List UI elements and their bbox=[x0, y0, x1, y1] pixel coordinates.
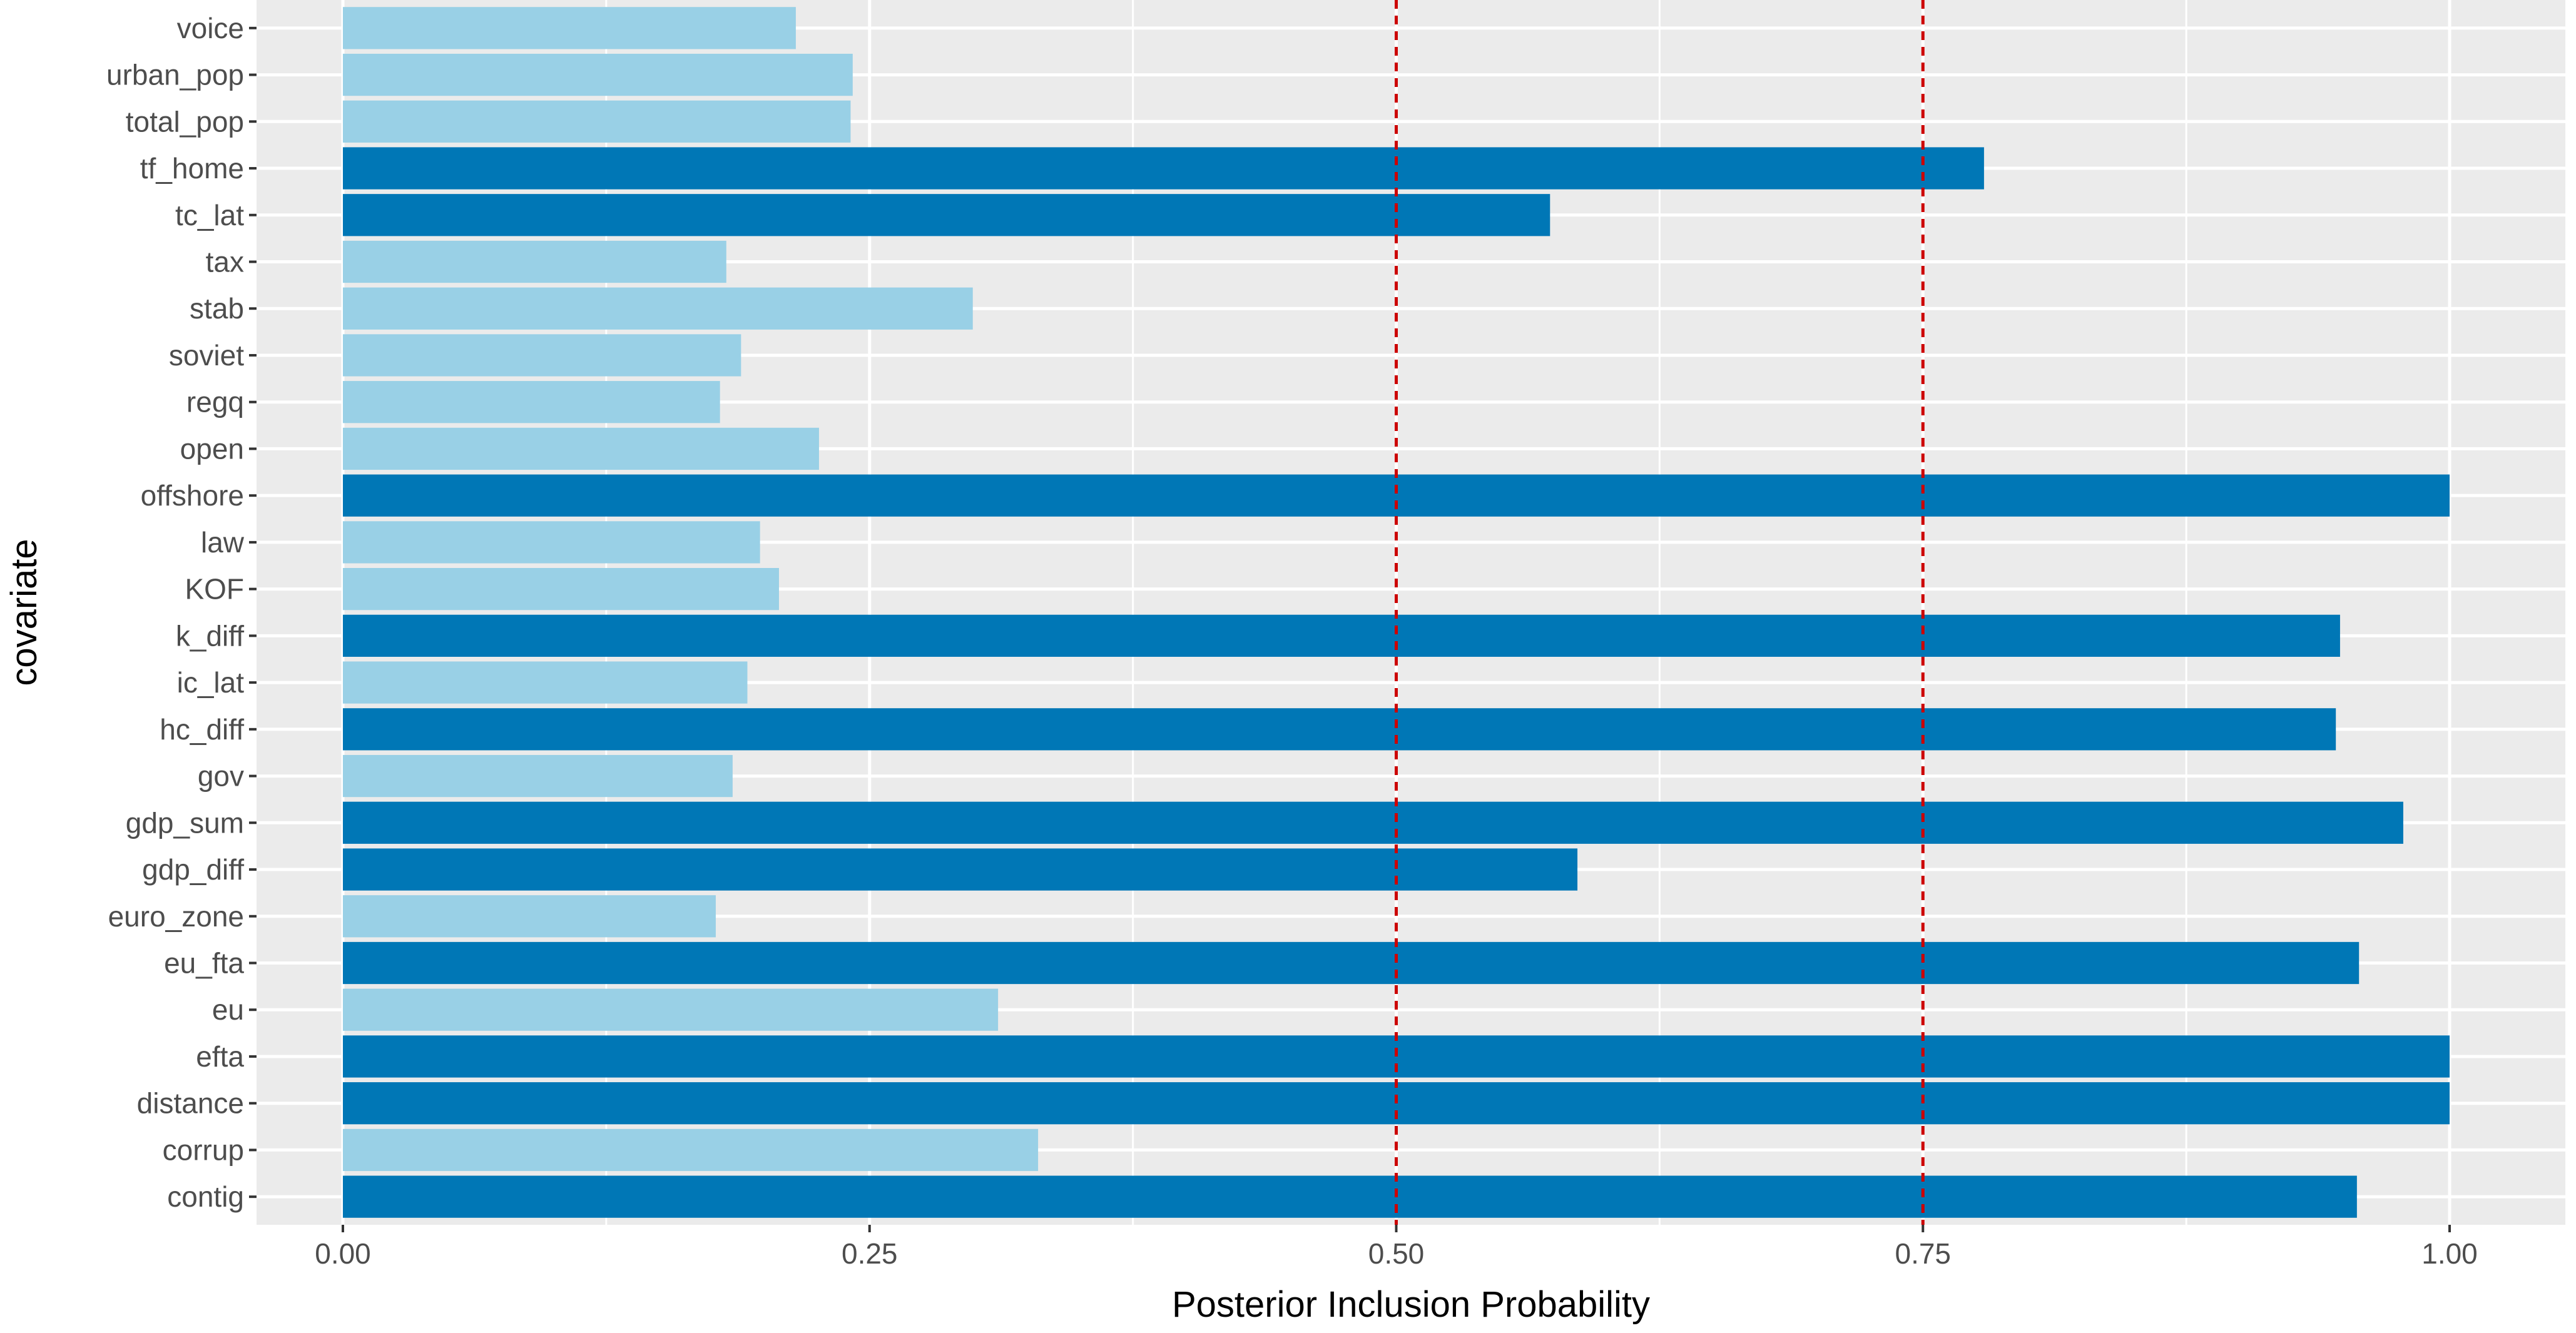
y-tick-label: gdp_sum bbox=[126, 806, 244, 839]
bar-k_diff bbox=[343, 614, 2340, 657]
y-tick-label: offshore bbox=[141, 479, 244, 512]
bar-soviet bbox=[343, 334, 741, 377]
y-tick-label: voice bbox=[177, 12, 244, 44]
bar-tax bbox=[343, 240, 726, 283]
bar-eu_fta bbox=[343, 941, 2360, 985]
bar-group bbox=[343, 7, 2450, 1218]
x-tick-label: 0.75 bbox=[1895, 1237, 1951, 1270]
reference-lines bbox=[1395, 0, 1925, 1225]
y-tick-label: soviet bbox=[169, 339, 244, 372]
bar-corrup bbox=[343, 1128, 1039, 1172]
y-tick-label: KOF bbox=[185, 573, 244, 606]
bar-KOF bbox=[343, 568, 779, 611]
bar-ic_lat bbox=[343, 661, 748, 704]
bar-open bbox=[343, 427, 819, 470]
bar-law bbox=[343, 521, 760, 564]
y-tick-label: euro_zone bbox=[108, 900, 244, 933]
bar-voice bbox=[343, 7, 796, 49]
y-tick-label: k_diff bbox=[176, 619, 244, 652]
y-tick-label: total_pop bbox=[126, 105, 244, 138]
bar-tf_home bbox=[343, 147, 1984, 190]
y-axis: contig corrup distance efta eu eu_fta euro_zon… bbox=[106, 12, 257, 1213]
y-tick-label: stab bbox=[190, 292, 244, 325]
y-tick-label: hc_diff bbox=[160, 713, 244, 746]
bar-gdp_sum bbox=[343, 801, 2403, 844]
bar-tc_lat bbox=[343, 194, 1550, 236]
bar-regq bbox=[343, 381, 720, 423]
bar-urban_pop bbox=[343, 53, 853, 96]
y-tick-label: eu_fta bbox=[164, 946, 244, 979]
y-tick-label: contig bbox=[167, 1180, 244, 1213]
y-axis-title: covariate bbox=[4, 539, 44, 686]
x-axis: 0.00 0.25 0.50 0.75 1.00 bbox=[315, 1225, 2478, 1270]
y-tick-label: gov bbox=[198, 760, 244, 793]
y-tick-label: efta bbox=[196, 1040, 244, 1073]
bar-eu bbox=[343, 988, 999, 1031]
bar-stab bbox=[343, 287, 973, 330]
bar-gov bbox=[343, 754, 733, 798]
bar-hc_diff bbox=[343, 708, 2336, 751]
y-tick-label: law bbox=[201, 526, 245, 559]
y-tick-label: tf_home bbox=[140, 152, 244, 185]
y-tick-label: regq bbox=[186, 386, 244, 418]
bar-gdp_diff bbox=[343, 848, 1578, 891]
bar-offshore bbox=[343, 474, 2450, 517]
y-tick-label: eu bbox=[212, 993, 244, 1026]
y-tick-label: tax bbox=[206, 246, 244, 278]
y-tick-label: ic_lat bbox=[177, 666, 245, 699]
x-tick-label: 0.00 bbox=[315, 1237, 371, 1270]
bar-total_pop bbox=[343, 100, 851, 143]
y-tick-label: open bbox=[180, 432, 244, 465]
y-tick-label: corrup bbox=[163, 1133, 244, 1166]
x-tick-label: 0.25 bbox=[842, 1237, 898, 1270]
y-tick-label: distance bbox=[137, 1087, 244, 1120]
y-tick-label: urban_pop bbox=[106, 59, 244, 91]
bar-contig bbox=[343, 1175, 2357, 1218]
x-tick-label: 1.00 bbox=[2421, 1237, 2478, 1270]
bar-euro_zone bbox=[343, 895, 716, 938]
x-tick-label: 0.50 bbox=[1368, 1237, 1425, 1270]
y-tick-label: gdp_diff bbox=[142, 853, 244, 886]
x-axis-title: Posterior Inclusion Probability bbox=[1172, 1284, 1650, 1325]
y-tick-label: tc_lat bbox=[175, 199, 244, 231]
